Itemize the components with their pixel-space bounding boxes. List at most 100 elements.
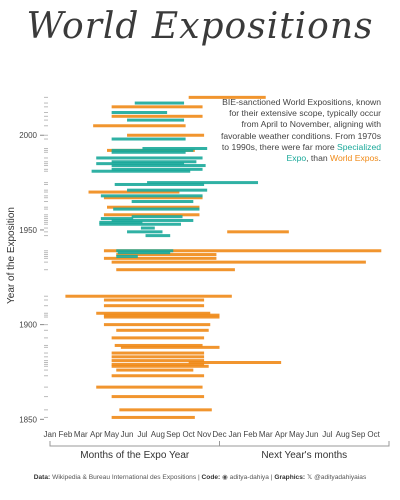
- world-expo-bar: [111, 260, 366, 264]
- annotation-world-expos: World Expos: [330, 153, 379, 164]
- x-tick-label: Jan: [228, 430, 241, 439]
- specialized-expo-bar: [100, 194, 203, 198]
- specialized-expo-bar: [111, 148, 194, 152]
- credits-caption: Data: Wikipedia & Bureau International d…: [33, 474, 367, 481]
- x-tick-label: Jun: [306, 430, 319, 439]
- world-expo-bar: [227, 230, 289, 234]
- world-expo-bar: [111, 105, 203, 109]
- world-expo-bar: [103, 196, 203, 200]
- world-expo-bar: [103, 323, 211, 327]
- x-tick-label: Aug: [336, 430, 350, 439]
- world-expo-bar: [111, 336, 205, 340]
- world-expo-bar: [103, 298, 205, 302]
- x-tick-label: Nov: [197, 430, 211, 439]
- world-expo-bar: [111, 395, 205, 399]
- x-icon: 𝕏: [306, 474, 313, 481]
- world-expo-bar: [103, 315, 220, 319]
- annotation-specialized-expo: Specialized Expo: [286, 141, 381, 164]
- specialized-expo-bar: [134, 101, 185, 105]
- y-tick-label: 2000: [19, 131, 37, 140]
- specialized-expo-bar: [111, 164, 206, 168]
- specialized-expo-bar: [96, 162, 185, 166]
- x-tick-label: Aug: [151, 430, 165, 439]
- x-tick-label: May: [289, 430, 304, 439]
- specialized-expo-bar: [111, 137, 186, 141]
- specialized-expo-bar: [114, 182, 205, 186]
- x-tick-label: Feb: [59, 430, 73, 439]
- world-expo-bar: [120, 345, 220, 349]
- world-expo-bar: [119, 408, 212, 412]
- world-expo-bar: [111, 359, 205, 363]
- world-expo-bar: [114, 343, 203, 347]
- specialized-expo-bar: [113, 207, 200, 211]
- chart-annotation: BIE-sanctioned World Expositions, known …: [220, 97, 381, 164]
- world-expo-bar: [116, 268, 235, 272]
- world-expo-bar: [103, 313, 220, 317]
- x-tick-label: Jan: [44, 430, 57, 439]
- world-expo-bar: [111, 362, 205, 366]
- x-tick-label: Oct: [182, 430, 195, 439]
- world-expo-bar: [116, 368, 194, 372]
- specialized-expo-bar: [91, 169, 191, 173]
- specialized-expo-bar: [127, 188, 208, 192]
- specialized-expo-bar: [99, 220, 143, 224]
- specialized-expo-bar: [100, 217, 134, 221]
- y-tick-label: 1900: [19, 321, 37, 330]
- world-expo-bar: [103, 213, 200, 217]
- y-axis-label: Year of the Exposition: [6, 207, 17, 304]
- world-expo-bar: [93, 124, 186, 128]
- specialized-expo-bar: [111, 160, 197, 164]
- specialized-expo-bar: [111, 111, 168, 115]
- x-tick-label: Jul: [137, 430, 147, 439]
- x-tick-label: Jun: [121, 430, 134, 439]
- world-expo-bar: [88, 190, 180, 194]
- x-group-label: Next Year's months: [261, 450, 347, 461]
- world-expo-bar: [103, 256, 217, 260]
- x-tick-label: Mar: [74, 430, 88, 439]
- world-expo-bar: [111, 355, 205, 359]
- world-expo-bar: [103, 304, 205, 308]
- x-tick-label: Sep: [351, 430, 366, 439]
- specialized-expo-bar: [117, 251, 171, 255]
- specialized-expo-bar: [111, 167, 203, 171]
- world-expo-bar: [96, 385, 203, 389]
- specialized-expo-bar: [127, 118, 185, 122]
- world-expo-bar: [111, 364, 209, 368]
- world-expo-bar: [111, 114, 203, 118]
- specialized-expo-bar: [131, 215, 183, 219]
- world-expo-bar: [188, 361, 282, 365]
- world-expo-bar: [111, 374, 205, 378]
- x-tick-label: Mar: [259, 430, 273, 439]
- specialized-expo-bar: [147, 181, 259, 185]
- x-tick-label: Apr: [90, 430, 103, 439]
- specialized-expo-bar: [142, 146, 208, 150]
- x-group-bracket: [219, 441, 390, 447]
- chart-title: World Expositions: [26, 6, 374, 47]
- x-tick-label: Dec: [212, 430, 226, 439]
- x-tick-label: Feb: [243, 430, 257, 439]
- specialized-expo-bar: [96, 156, 203, 160]
- world-expo-bar: [116, 328, 209, 332]
- specialized-expo-bar: [111, 150, 186, 154]
- x-tick-label: Jul: [322, 430, 332, 439]
- x-group-bracket: [49, 441, 220, 447]
- specialized-expo-bar: [131, 200, 194, 204]
- specialized-expo-bar: [127, 230, 163, 234]
- world-expo-bar: [116, 253, 217, 257]
- world-expo-bar: [103, 249, 382, 253]
- y-tick-label: 1850: [19, 415, 37, 424]
- specialized-expo-bar: [116, 254, 138, 258]
- world-expo-bar: [111, 415, 195, 419]
- y-tick-label: 1950: [19, 226, 37, 235]
- x-group-label: Months of the Expo Year: [80, 450, 190, 461]
- specialized-expo-bar: [116, 249, 174, 253]
- specialized-expo-bar: [140, 226, 155, 230]
- world-expo-bar: [65, 294, 232, 298]
- world-expo-bar: [127, 133, 205, 137]
- specialized-expo-bar: [99, 222, 181, 226]
- x-tick-label: May: [104, 430, 119, 439]
- world-expo-bar: [111, 351, 205, 355]
- world-expo-bar: [96, 311, 211, 315]
- x-tick-label: Sep: [166, 430, 181, 439]
